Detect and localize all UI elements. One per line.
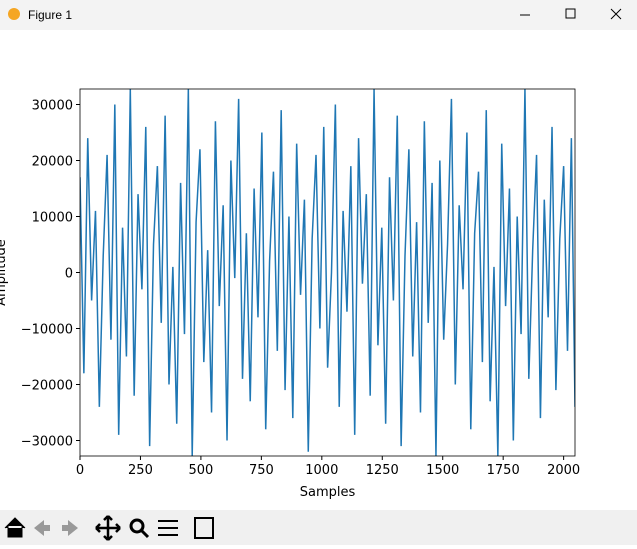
maximize-button[interactable] [565, 8, 576, 19]
x-tick-label: 750 [249, 463, 274, 478]
toolbar-icons [4, 515, 214, 541]
forward-button[interactable] [62, 520, 78, 536]
configure-button[interactable] [158, 520, 178, 536]
zoom-handle [139, 528, 150, 539]
line-series [80, 89, 575, 456]
x-tick-label: 1250 [366, 463, 399, 478]
app-icon [8, 8, 20, 20]
x-tick-label: 1500 [426, 463, 459, 478]
y-tick-label: −20000 [21, 378, 73, 393]
title-bar-icons [8, 8, 622, 20]
y-axis-label: Amplitude [0, 239, 9, 306]
x-tick-label: 1750 [487, 463, 520, 478]
x-tick-label: 0 [76, 463, 84, 478]
y-tick-label: 0 [65, 266, 73, 281]
close-button[interactable] [610, 8, 622, 20]
x-tick-label: 2000 [547, 463, 580, 478]
x-tick-label: 500 [188, 463, 213, 478]
back-button[interactable] [34, 520, 50, 536]
y-tick-label: 10000 [32, 210, 73, 225]
chart: 0 250 500 750 1000 1250 1500 1750 2000 −30000 −200… [0, 88, 580, 500]
y-tick-label: 30000 [32, 98, 73, 113]
x-axis-label: Samples [300, 485, 356, 500]
y-tick-label: −30000 [21, 434, 73, 449]
save-button[interactable] [194, 517, 214, 539]
y-tick-label: 20000 [32, 154, 73, 169]
x-tick-label: 1000 [305, 463, 338, 478]
title-bar: Figure 1 [0, 0, 637, 30]
window-title: Figure 1 [28, 8, 73, 22]
zoom-button[interactable] [129, 518, 145, 534]
home-button[interactable] [4, 517, 26, 538]
pan-button[interactable] [95, 515, 121, 541]
toolbar [0, 510, 637, 545]
x-tick-label: 250 [128, 463, 153, 478]
y-tick-label: −10000 [21, 322, 73, 337]
